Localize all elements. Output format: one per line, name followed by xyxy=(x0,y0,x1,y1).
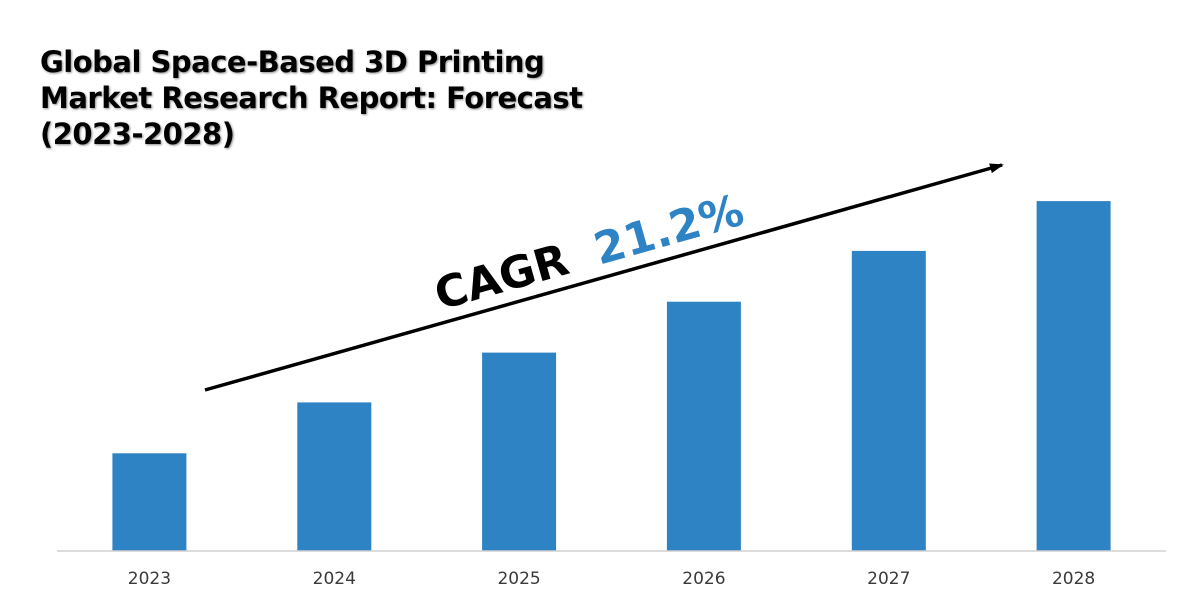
trend-arrow xyxy=(204,163,1004,392)
bar-2028 xyxy=(1036,201,1111,551)
bars-group xyxy=(112,201,1111,552)
x-tick-label-2028: 2028 xyxy=(1052,569,1095,589)
bar-2027 xyxy=(851,250,926,551)
x-tick-label-2024: 2024 xyxy=(313,569,356,589)
x-tick-labels: 2023 2024 2025 2026 2027 2028 xyxy=(128,569,1095,589)
x-tick-label-2025: 2025 xyxy=(497,569,540,589)
chart-title-line-2: Market Research Report: Forecast xyxy=(40,81,583,115)
chart-title: Global Space-Based 3D Printing Market Re… xyxy=(40,44,583,152)
x-tick-label-2027: 2027 xyxy=(867,569,910,589)
chart-title-line-3: (2023-2028) xyxy=(40,117,235,151)
cagr-value: 21.2% xyxy=(589,185,750,276)
bar-2023 xyxy=(112,453,187,552)
bar-2024 xyxy=(297,402,372,551)
cagr-annotation: CAGR 21.2% xyxy=(429,185,749,321)
x-tick-label-2026: 2026 xyxy=(682,569,725,589)
chart-title-line-1: Global Space-Based 3D Printing xyxy=(40,45,545,79)
bar-2026 xyxy=(666,301,741,551)
bar-2025 xyxy=(482,352,557,551)
x-tick-label-2023: 2023 xyxy=(128,569,171,589)
